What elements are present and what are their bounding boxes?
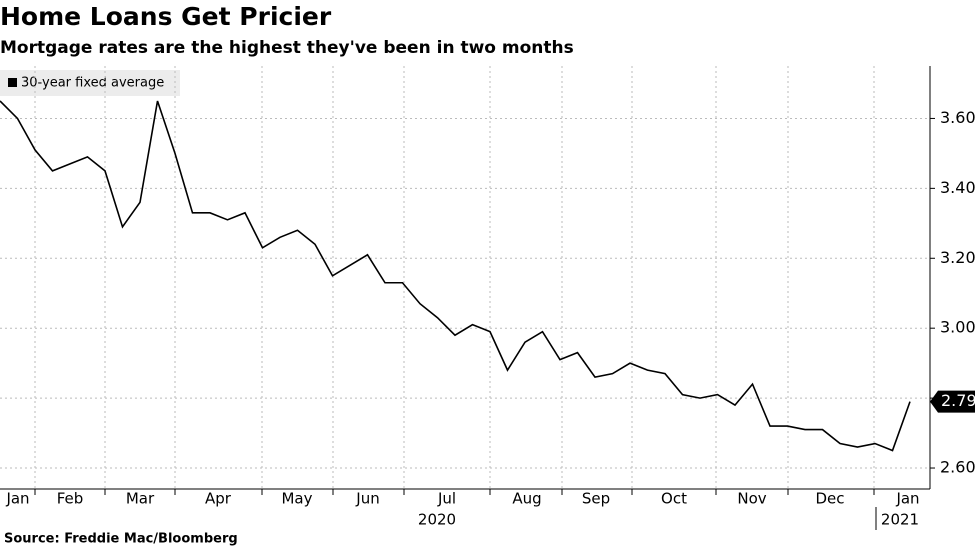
x-tick-label: Oct <box>661 490 687 508</box>
legend-swatch <box>8 78 17 87</box>
chart-title: Home Loans Get Pricier <box>0 2 332 31</box>
x-tick-label: Sep <box>582 490 610 508</box>
x-tick-label: Mar <box>126 490 155 508</box>
year-label: 2021 <box>881 511 919 529</box>
year-label: 2020 <box>418 511 456 529</box>
last-value-label: 2.79 <box>941 391 977 410</box>
chart-subtitle: Mortgage rates are the highest they've b… <box>0 38 574 58</box>
legend-box <box>0 70 180 96</box>
x-tick-label: Aug <box>512 490 541 508</box>
x-tick-label: May <box>281 490 312 508</box>
y-tick-label: 3.00 <box>940 318 976 337</box>
y-tick-label: 2.60 <box>940 458 976 477</box>
line <box>0 100 911 452</box>
legend-label: 30-year fixed average <box>21 76 164 91</box>
x-tick-label: Jan <box>895 490 919 508</box>
x-tick-label: Jan <box>5 490 29 508</box>
x-tick-label: Feb <box>57 490 84 508</box>
source: Source: Freddie Mac/Bloomberg <box>4 532 238 547</box>
x-tick-label: Jul <box>437 490 456 508</box>
y-tick-label: 3.40 <box>940 178 976 197</box>
x-tick-label: Nov <box>737 490 766 508</box>
last-value-tag <box>930 390 975 413</box>
x-tick-label: Dec <box>815 490 844 508</box>
x-tick-label: Apr <box>205 490 232 508</box>
y-tick-label: 3.60 <box>940 108 976 127</box>
x-tick-label: Jun <box>355 490 379 508</box>
y-tick-label: 3.20 <box>940 248 976 267</box>
